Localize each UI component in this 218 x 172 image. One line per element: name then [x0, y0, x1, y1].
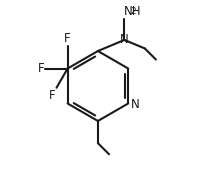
Text: 2: 2	[131, 7, 136, 16]
Text: F: F	[37, 62, 44, 75]
Text: F: F	[49, 89, 56, 102]
Text: N: N	[120, 33, 129, 46]
Text: N: N	[131, 98, 140, 111]
Text: NH: NH	[124, 5, 141, 18]
Text: F: F	[64, 32, 71, 45]
